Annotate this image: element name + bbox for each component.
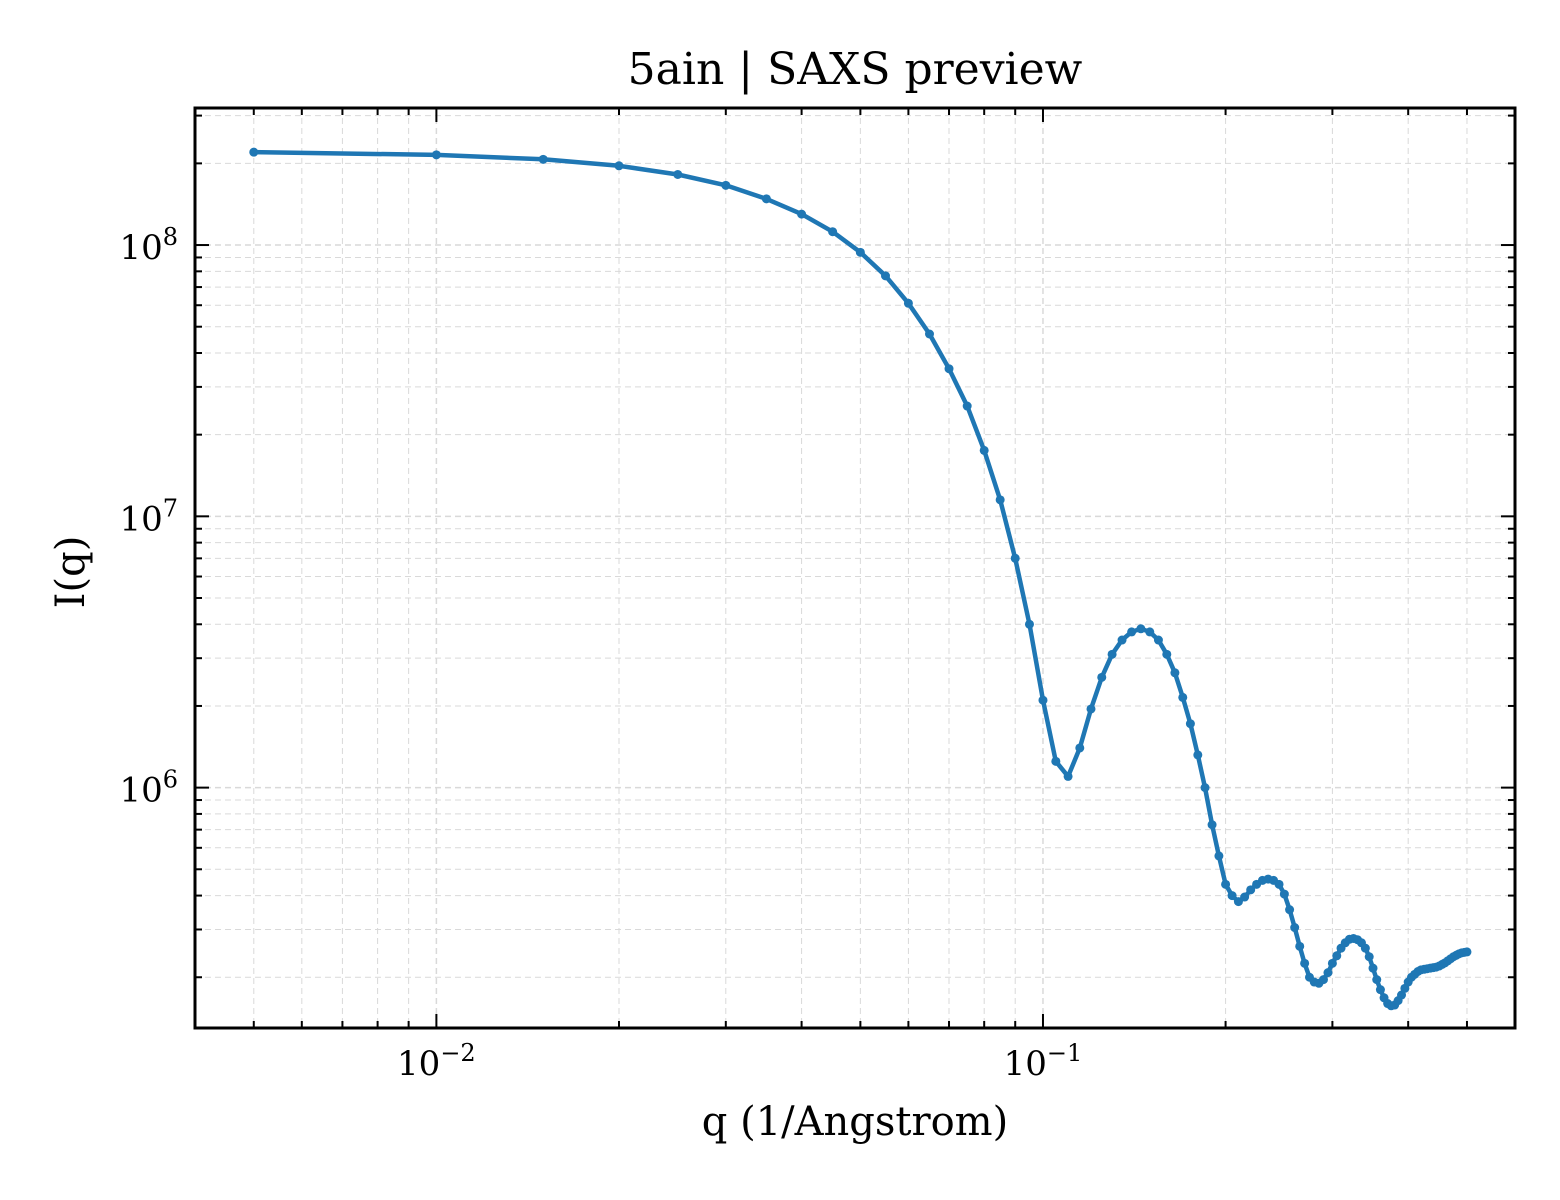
- data-point: [721, 180, 731, 190]
- data-point: [1170, 668, 1180, 678]
- data-point: [1024, 619, 1034, 629]
- data-point: [1214, 851, 1224, 861]
- data-point: [1097, 672, 1107, 682]
- data-point: [1153, 635, 1163, 645]
- data-point: [1318, 975, 1328, 985]
- data-point: [1200, 783, 1210, 793]
- data-series: [249, 147, 1472, 1011]
- data-point: [1145, 627, 1155, 637]
- data-point: [962, 401, 972, 411]
- data-point: [1323, 968, 1333, 978]
- data-point: [1462, 947, 1472, 957]
- x-axis-label: q (1/Angstrom): [702, 1099, 1008, 1145]
- data-point: [614, 161, 624, 171]
- data-point: [1240, 892, 1250, 902]
- data-point: [1221, 879, 1231, 889]
- data-point: [903, 298, 913, 308]
- data-point: [1136, 624, 1146, 634]
- data-point: [880, 271, 890, 281]
- y-axis-label: I(q): [48, 536, 94, 609]
- data-point: [538, 154, 548, 164]
- y-tick-label: 108: [119, 223, 178, 268]
- data-point: [1372, 975, 1382, 985]
- data-point: [1295, 941, 1305, 951]
- tick-labels: 10−2 10−1 106 107 108: [119, 223, 1082, 1084]
- data-point: [673, 169, 683, 179]
- data-point: [1178, 692, 1188, 702]
- data-point: [1086, 704, 1096, 714]
- data-point: [1010, 553, 1020, 563]
- data-point: [1193, 750, 1203, 760]
- data-point: [1246, 885, 1256, 895]
- data-point: [1285, 905, 1295, 915]
- data-point: [1360, 943, 1370, 953]
- data-point: [1364, 952, 1374, 962]
- data-point: [1227, 891, 1237, 901]
- data-point: [1300, 958, 1310, 968]
- data-point: [797, 209, 807, 219]
- data-point: [828, 227, 838, 237]
- chart-title: 5ain | SAXS preview: [628, 44, 1083, 95]
- data-point: [431, 150, 441, 160]
- y-tick-label: 106: [119, 766, 178, 811]
- data-point: [1117, 635, 1127, 645]
- data-point: [995, 495, 1005, 505]
- data-point: [1332, 951, 1342, 961]
- data-point: [1038, 695, 1048, 705]
- data-point: [1051, 756, 1061, 766]
- data-point: [1368, 963, 1378, 973]
- data-point: [1127, 627, 1137, 637]
- data-point: [1107, 649, 1117, 659]
- plot-frame: [193, 106, 1517, 1030]
- data-point: [924, 329, 934, 339]
- data-point: [1207, 820, 1217, 830]
- data-point: [1162, 649, 1172, 659]
- data-point: [1279, 889, 1289, 899]
- data-point: [1185, 719, 1195, 729]
- x-tick-label: 10−2: [397, 1039, 476, 1084]
- data-point: [944, 364, 954, 374]
- data-point: [1063, 771, 1073, 781]
- data-point: [1274, 879, 1284, 889]
- data-point: [761, 194, 771, 204]
- x-tick-label: 10−1: [1004, 1039, 1083, 1084]
- data-point: [1375, 985, 1385, 995]
- data-point: [979, 445, 989, 455]
- data-point: [1075, 743, 1085, 753]
- data-point: [249, 147, 259, 157]
- data-point: [1397, 990, 1407, 1000]
- major-gridlines: [195, 108, 1515, 1028]
- data-point: [1327, 958, 1337, 968]
- data-point: [1233, 897, 1243, 907]
- data-point: [855, 247, 865, 257]
- y-tick-label: 107: [119, 494, 178, 539]
- data-point: [1290, 923, 1300, 933]
